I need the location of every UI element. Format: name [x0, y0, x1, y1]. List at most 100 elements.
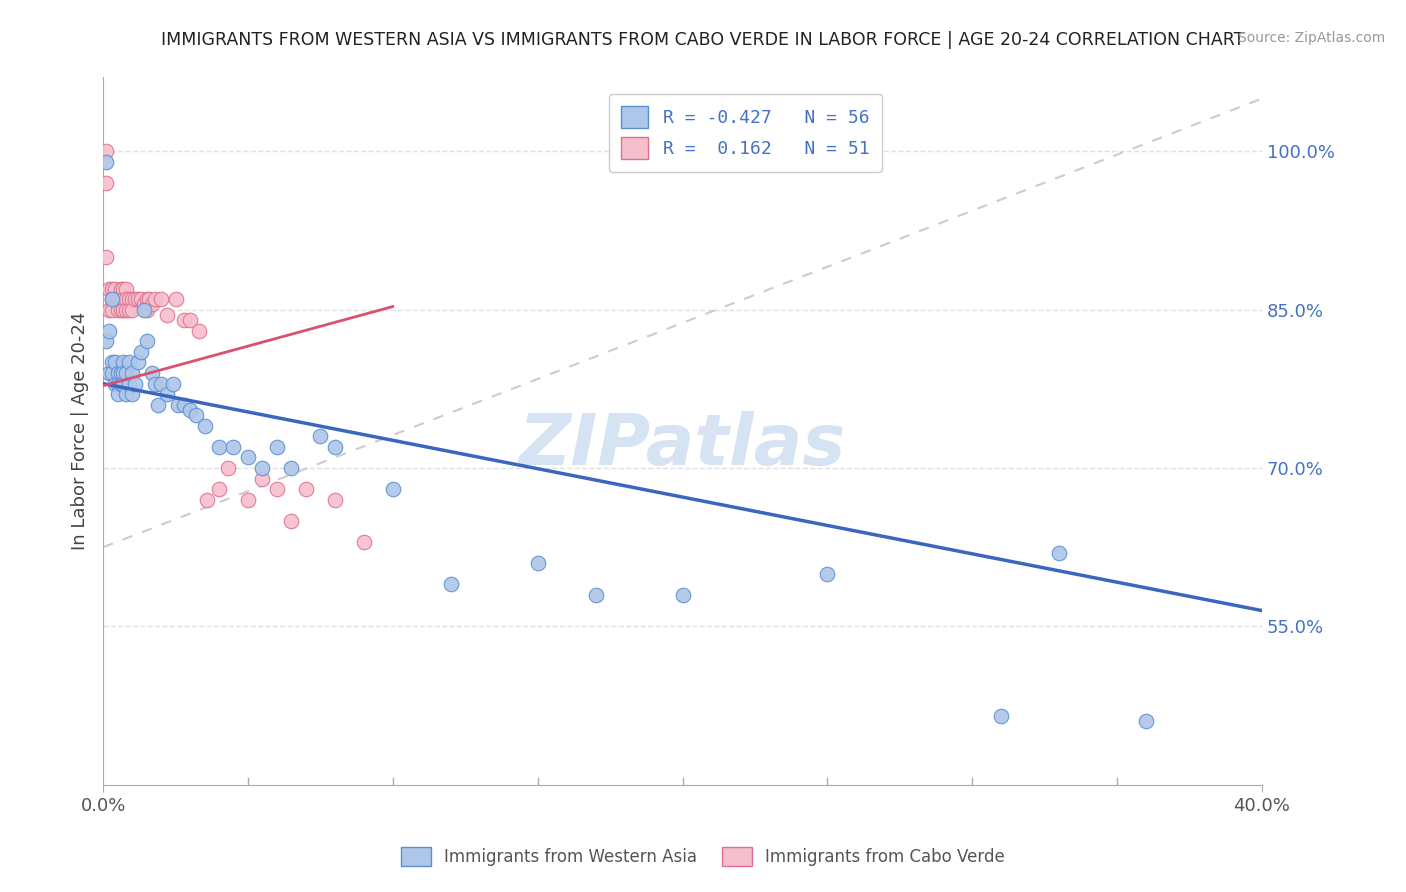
Point	[141, 366, 163, 380]
Point	[135, 292, 157, 306]
Point	[184, 409, 207, 423]
Point	[112, 292, 135, 306]
Point	[107, 292, 129, 306]
Point	[381, 482, 404, 496]
Point	[97, 324, 120, 338]
Point	[179, 313, 201, 327]
Text: ZIPatlas: ZIPatlas	[519, 410, 846, 480]
Point	[179, 403, 201, 417]
Point	[107, 292, 129, 306]
Point	[167, 398, 190, 412]
Text: IMMIGRANTS FROM WESTERN ASIA VS IMMIGRANTS FROM CABO VERDE IN LABOR FORCE | AGE : IMMIGRANTS FROM WESTERN ASIA VS IMMIGRAN…	[162, 31, 1244, 49]
Point	[127, 292, 149, 306]
Point	[815, 566, 838, 581]
Point	[112, 366, 135, 380]
Point	[107, 302, 129, 317]
Point	[280, 461, 302, 475]
Point	[104, 376, 127, 391]
Point	[121, 302, 143, 317]
Point	[97, 366, 120, 380]
Point	[121, 387, 143, 401]
Point	[990, 709, 1012, 723]
Point	[101, 302, 124, 317]
Point	[187, 324, 209, 338]
Point	[440, 577, 463, 591]
Point	[115, 292, 138, 306]
Point	[94, 250, 117, 264]
Point	[107, 376, 129, 391]
Point	[101, 282, 124, 296]
Point	[252, 472, 274, 486]
Point	[110, 366, 132, 380]
Point	[1135, 714, 1157, 729]
Point	[353, 535, 375, 549]
Point	[112, 282, 135, 296]
Point	[97, 282, 120, 296]
Point	[132, 297, 155, 311]
Point	[104, 292, 127, 306]
Point	[127, 355, 149, 369]
Point	[121, 366, 143, 380]
Point	[222, 440, 245, 454]
Point	[150, 292, 173, 306]
Point	[135, 334, 157, 349]
Y-axis label: In Labor Force | Age 20-24: In Labor Force | Age 20-24	[72, 312, 89, 550]
Point	[94, 176, 117, 190]
Point	[115, 366, 138, 380]
Point	[110, 292, 132, 306]
Point	[110, 302, 132, 317]
Point	[173, 398, 195, 412]
Point	[107, 366, 129, 380]
Point	[162, 376, 184, 391]
Point	[266, 482, 288, 496]
Legend: Immigrants from Western Asia, Immigrants from Cabo Verde: Immigrants from Western Asia, Immigrants…	[392, 838, 1014, 875]
Point	[112, 376, 135, 391]
Point	[143, 292, 166, 306]
Point	[236, 450, 259, 465]
Point	[97, 302, 120, 317]
Point	[1047, 545, 1070, 559]
Point	[132, 302, 155, 317]
Point	[110, 282, 132, 296]
Point	[208, 482, 231, 496]
Point	[118, 292, 141, 306]
Point	[104, 355, 127, 369]
Point	[112, 355, 135, 369]
Point	[115, 387, 138, 401]
Point	[266, 440, 288, 454]
Point	[173, 313, 195, 327]
Point	[156, 387, 179, 401]
Point	[94, 154, 117, 169]
Text: Source: ZipAtlas.com: Source: ZipAtlas.com	[1237, 31, 1385, 45]
Point	[143, 376, 166, 391]
Legend: R = -0.427   N = 56, R =  0.162   N = 51: R = -0.427 N = 56, R = 0.162 N = 51	[609, 94, 882, 172]
Point	[101, 355, 124, 369]
Point	[671, 588, 693, 602]
Point	[138, 292, 160, 306]
Point	[121, 292, 143, 306]
Point	[146, 398, 169, 412]
Point	[129, 292, 152, 306]
Point	[141, 297, 163, 311]
Point	[115, 302, 138, 317]
Point	[101, 366, 124, 380]
Point	[124, 376, 146, 391]
Point	[323, 440, 346, 454]
Point	[197, 492, 219, 507]
Point	[94, 145, 117, 159]
Point	[156, 308, 179, 322]
Point	[104, 282, 127, 296]
Point	[118, 302, 141, 317]
Point	[115, 282, 138, 296]
Point	[129, 345, 152, 359]
Point	[135, 302, 157, 317]
Point	[118, 376, 141, 391]
Point	[280, 514, 302, 528]
Point	[217, 461, 239, 475]
Point	[94, 334, 117, 349]
Point	[236, 492, 259, 507]
Point	[101, 292, 124, 306]
Point	[118, 355, 141, 369]
Point	[165, 292, 187, 306]
Point	[112, 302, 135, 317]
